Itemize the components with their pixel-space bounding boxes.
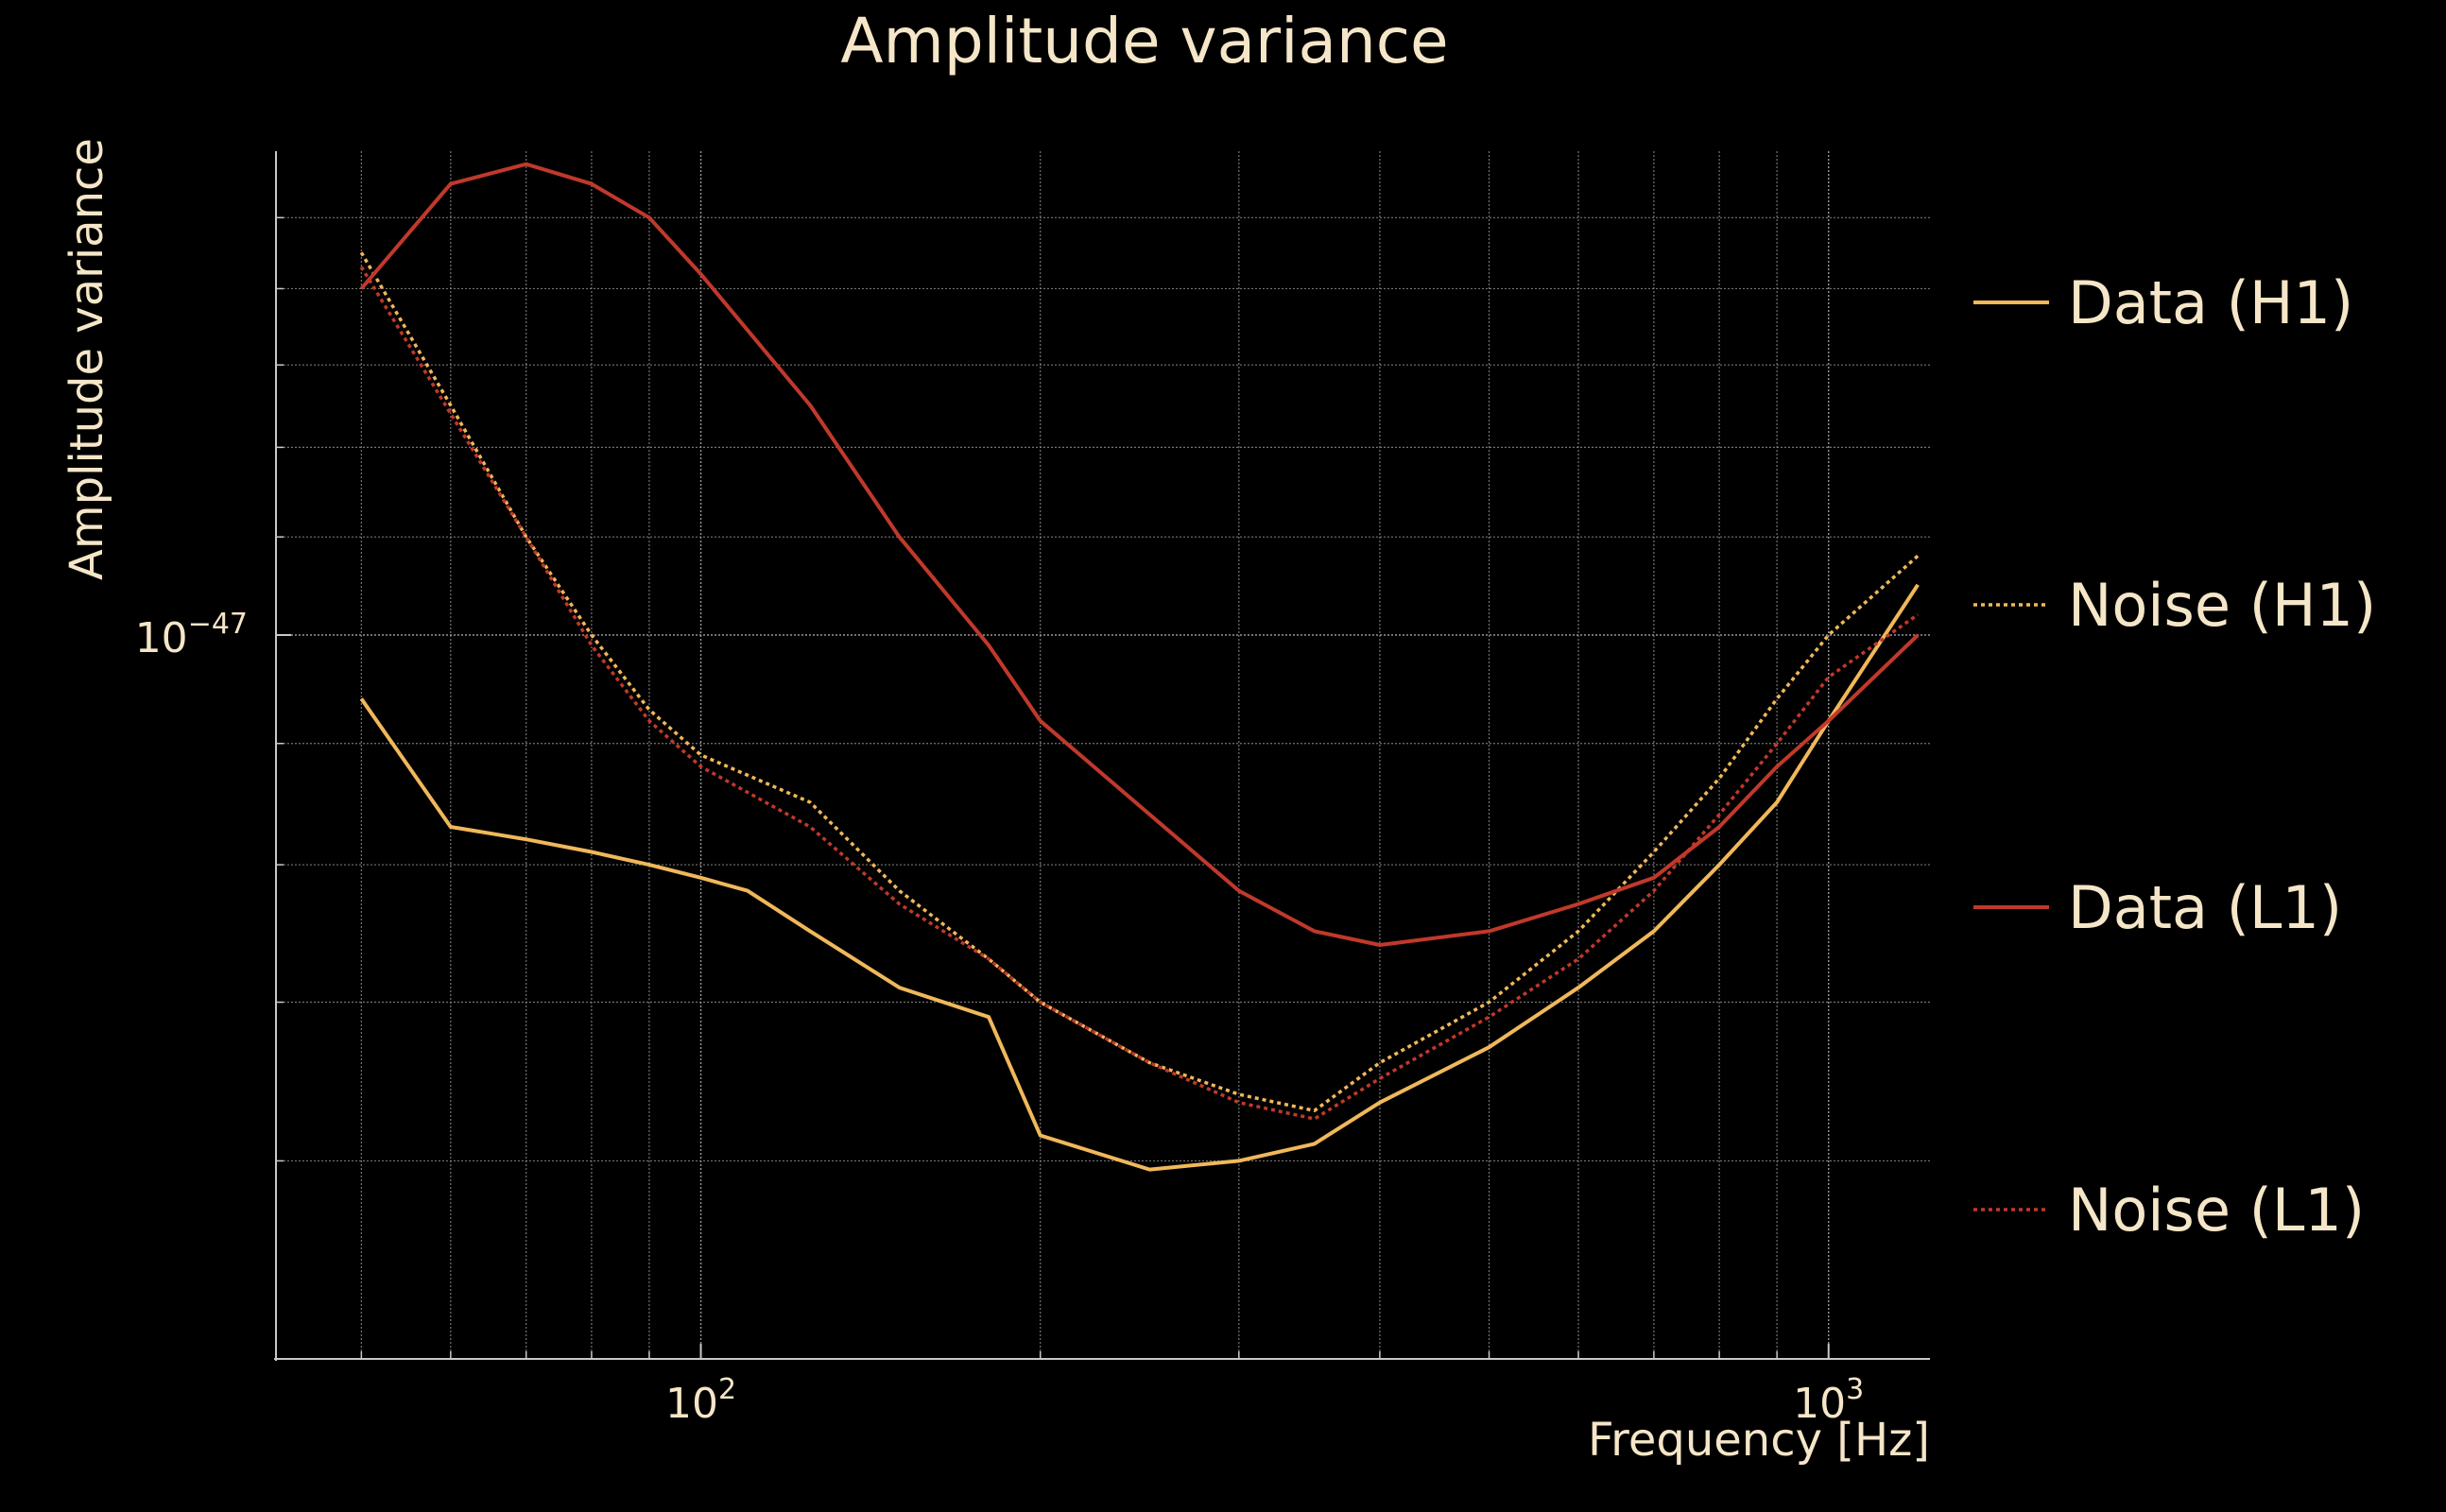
chart-title: Amplitude variance bbox=[840, 5, 1448, 77]
legend-label: Noise (H1) bbox=[2068, 571, 2376, 640]
series-line-2 bbox=[359, 251, 1920, 1113]
plot-lines bbox=[359, 162, 1920, 1172]
tick-labels: 102 103 10−47 bbox=[135, 608, 1865, 1428]
y-tick-label: 10−47 bbox=[135, 608, 248, 662]
x-axis-label: Frequency [Hz] bbox=[1588, 1414, 1930, 1467]
legend: Data (H1) Noise (H1) Data (L1) Noise (L1) bbox=[1973, 268, 2376, 1245]
plot-grid bbox=[276, 151, 1930, 1359]
y-axis-label: Amplitude variance bbox=[60, 138, 113, 580]
x-tick-label: 103 bbox=[1793, 1373, 1864, 1428]
legend-label: Data (H1) bbox=[2068, 268, 2353, 337]
legend-label: Data (L1) bbox=[2068, 873, 2342, 942]
x-tick-label: 102 bbox=[665, 1373, 736, 1428]
series-line-1 bbox=[359, 583, 1920, 1172]
plot-axes bbox=[274, 151, 1930, 1361]
series-line-3 bbox=[359, 162, 1920, 947]
series-line-4 bbox=[359, 266, 1920, 1121]
legend-label: Noise (L1) bbox=[2068, 1176, 2365, 1245]
